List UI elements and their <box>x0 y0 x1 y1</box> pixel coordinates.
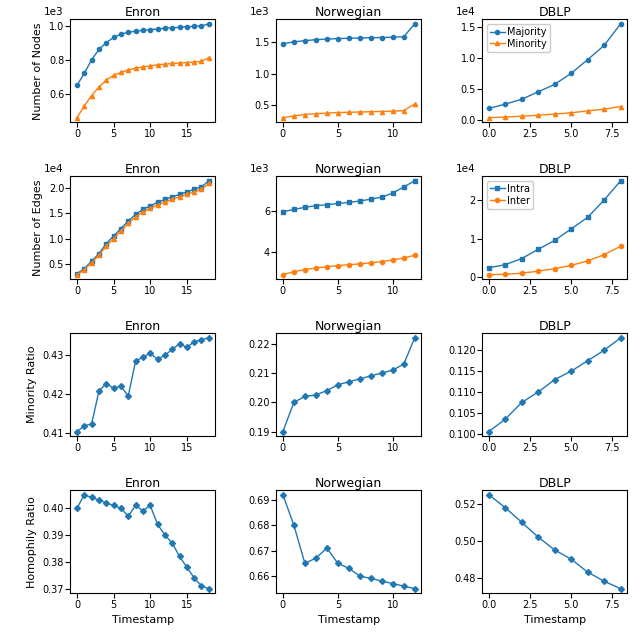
Minority <box>584 107 591 115</box>
Majority <box>518 95 525 103</box>
Intra <box>551 237 559 244</box>
Y-axis label: Minority Ratio: Minority Ratio <box>27 346 37 424</box>
Y-axis label: Homophily Ratio: Homophily Ratio <box>27 496 37 588</box>
Title: Enron: Enron <box>125 163 161 176</box>
Legend: Majority, Minority: Majority, Minority <box>487 24 550 52</box>
X-axis label: Timestamp: Timestamp <box>112 615 174 625</box>
Inter <box>600 251 608 258</box>
X-axis label: Timestamp: Timestamp <box>524 615 586 625</box>
Y-axis label: Number of Edges: Number of Edges <box>33 179 44 276</box>
Majority <box>485 105 493 112</box>
Title: DBLP: DBLP <box>538 163 571 176</box>
Intra <box>518 255 525 262</box>
Text: 1e4: 1e4 <box>456 164 476 174</box>
Title: Norwegian: Norwegian <box>315 320 383 333</box>
Inter <box>617 242 625 250</box>
Text: 1e4: 1e4 <box>456 7 476 17</box>
Text: 1e3: 1e3 <box>250 7 270 17</box>
Text: 1e3: 1e3 <box>44 7 64 17</box>
Title: DBLP: DBLP <box>538 320 571 333</box>
Title: Enron: Enron <box>125 477 161 490</box>
Minority <box>567 109 575 117</box>
Inter <box>551 265 559 272</box>
Text: 1e4: 1e4 <box>44 164 64 174</box>
Y-axis label: Number of Nodes: Number of Nodes <box>33 22 44 119</box>
Intra <box>617 177 625 184</box>
Inter <box>567 262 575 269</box>
Minority <box>534 112 542 119</box>
Minority <box>501 114 509 121</box>
Minority <box>617 103 625 110</box>
Inter <box>518 269 525 277</box>
Title: Enron: Enron <box>125 320 161 333</box>
Majority <box>617 20 625 27</box>
Line: Inter: Inter <box>486 244 623 277</box>
Majority <box>567 70 575 77</box>
Majority <box>600 41 608 49</box>
Majority <box>534 88 542 96</box>
Title: Norwegian: Norwegian <box>315 477 383 490</box>
Majority <box>584 56 591 64</box>
Title: Norwegian: Norwegian <box>315 6 383 19</box>
Inter <box>501 271 509 278</box>
Minority <box>518 112 525 120</box>
Legend: Intra, Inter: Intra, Inter <box>487 181 533 209</box>
Title: Norwegian: Norwegian <box>315 163 383 176</box>
X-axis label: Timestamp: Timestamp <box>317 615 380 625</box>
Intra <box>567 225 575 233</box>
Line: Minority: Minority <box>486 105 623 120</box>
Minority <box>485 114 493 122</box>
Intra <box>600 197 608 204</box>
Text: 1e3: 1e3 <box>250 164 270 174</box>
Minority <box>600 105 608 113</box>
Line: Majority: Majority <box>486 22 623 110</box>
Line: Intra: Intra <box>486 179 623 270</box>
Title: DBLP: DBLP <box>538 6 571 19</box>
Title: Enron: Enron <box>125 6 161 19</box>
Intra <box>584 214 591 221</box>
Inter <box>485 271 493 279</box>
Intra <box>501 261 509 269</box>
Minority <box>551 110 559 118</box>
Title: DBLP: DBLP <box>538 477 571 490</box>
Inter <box>534 267 542 275</box>
Intra <box>485 264 493 272</box>
Majority <box>501 100 509 108</box>
Majority <box>551 80 559 88</box>
Inter <box>584 257 591 265</box>
Intra <box>534 246 542 253</box>
